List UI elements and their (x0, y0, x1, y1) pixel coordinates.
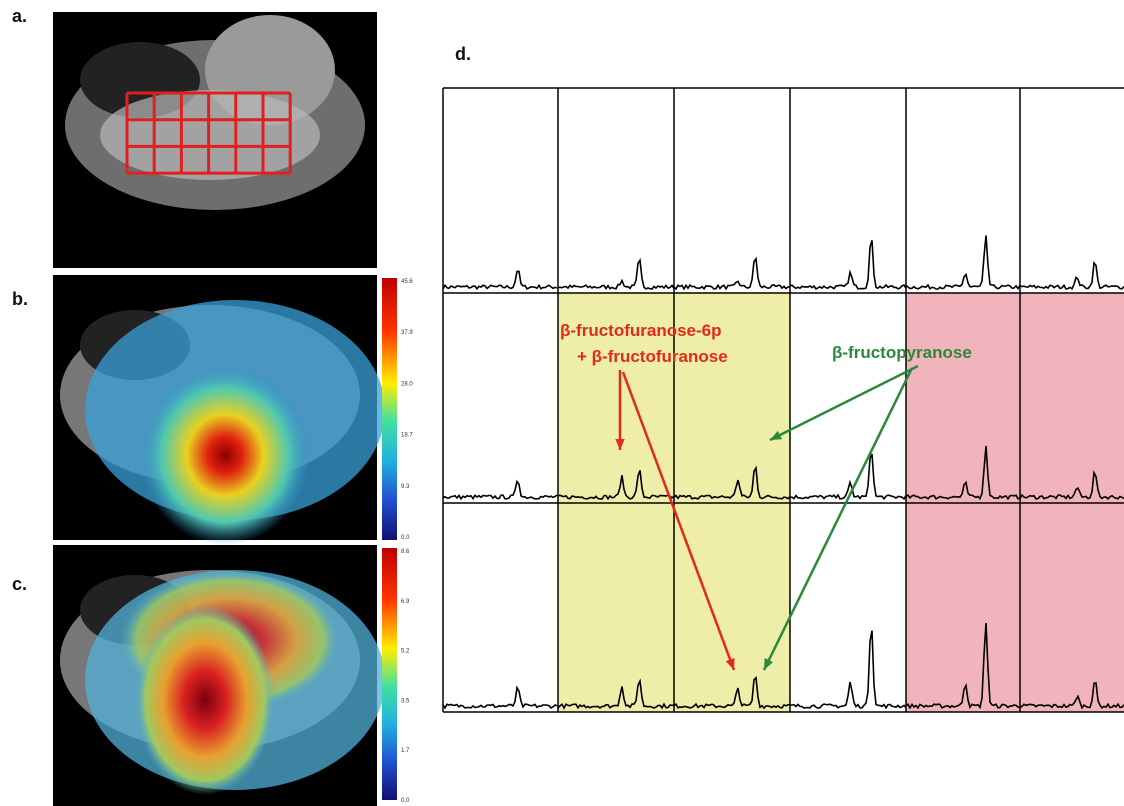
spectra-grid (442, 87, 1124, 713)
spectrum (557, 678, 674, 710)
annotation: β-fructopyranose (832, 343, 972, 362)
colorbar-label: 0.0 (401, 535, 410, 541)
annotation: β-fructofuranose-6p (560, 321, 722, 340)
spectrum (789, 630, 907, 710)
spectrum (905, 235, 1021, 291)
spectrum (1019, 260, 1124, 291)
arrow-head (615, 438, 625, 450)
voxel-grid (125, 91, 292, 175)
spectrum (442, 479, 558, 501)
colorbar-label: 9.3 (401, 484, 410, 490)
arrow-head (764, 658, 774, 670)
spectrum (442, 270, 558, 291)
arrow (621, 371, 736, 671)
arrow-head (725, 658, 735, 670)
colorbar-label: 37.9 (401, 330, 413, 336)
panel-label: a. (12, 6, 27, 26)
colorbar-label: 18.7 (401, 433, 413, 439)
annotation: + β-fructofuranose (577, 347, 728, 366)
colorbar-label: 3.5 (401, 698, 410, 704)
arrows (615, 364, 919, 671)
colorbar-label: 1.7 (401, 748, 410, 754)
spectrum (1019, 682, 1124, 710)
spectrum (905, 622, 1021, 710)
spectrum (673, 465, 791, 500)
arrow (762, 367, 914, 671)
arrow (769, 364, 919, 442)
arrow-head (770, 430, 782, 440)
spectrum (789, 240, 907, 290)
colorbar-label: 28.0 (401, 381, 413, 387)
spectra (442, 235, 1124, 710)
colorbar-label: 8.6 (401, 549, 410, 555)
heatmap-hot (140, 365, 310, 545)
panel-label: c. (12, 574, 27, 594)
colorbar-label: 5.2 (401, 649, 410, 655)
spectrum (673, 256, 791, 291)
spectrum (557, 470, 675, 501)
spectrum (557, 257, 675, 291)
spectrum (905, 445, 1021, 501)
spectrum (673, 676, 791, 710)
panel-label: b. (12, 289, 28, 309)
spectrum (442, 685, 558, 710)
panel-label: d. (455, 44, 471, 64)
colorbar (382, 548, 397, 800)
spectrum (1019, 470, 1124, 501)
colorbar (382, 278, 397, 540)
heatmap-hot (135, 605, 275, 795)
spectrum (789, 453, 907, 501)
colorbar-label: 45.6 (401, 279, 413, 285)
colorbar-label: 6.9 (401, 599, 410, 605)
colorbar-label: 0.0 (401, 798, 410, 804)
